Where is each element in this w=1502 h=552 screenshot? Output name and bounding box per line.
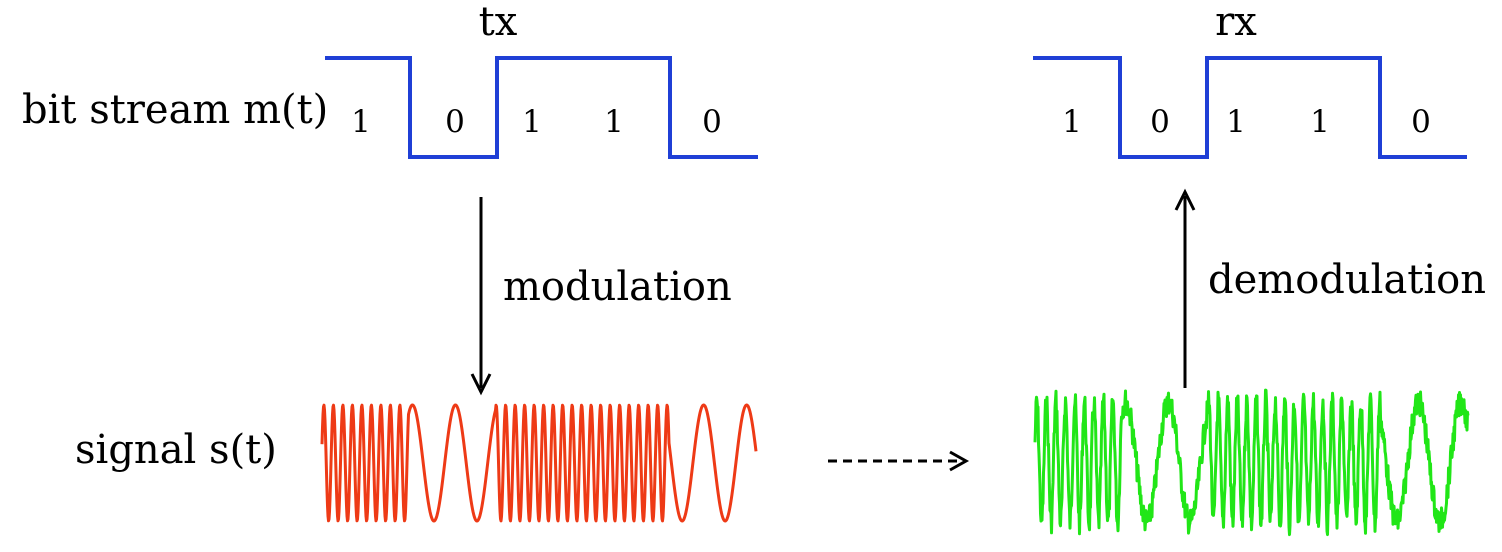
rx-title: rx xyxy=(1215,0,1257,45)
modulation-arrowhead-icon xyxy=(470,373,492,396)
tx-bit-2: 0 xyxy=(445,104,465,140)
tx-bit-4: 1 xyxy=(604,104,624,140)
tx-title: tx xyxy=(479,0,518,45)
rx-noisy-signal xyxy=(1033,388,1470,537)
signal-label: signal s(t) xyxy=(75,427,277,473)
tx-bit-1: 1 xyxy=(351,104,371,140)
rx-bit-1: 1 xyxy=(1062,104,1082,140)
tx-modulated-signal xyxy=(320,403,758,523)
demodulation-label: demodulation xyxy=(1208,257,1486,303)
tx-bit-3: 1 xyxy=(522,104,542,140)
bit-stream-label: bit stream m(t) xyxy=(22,87,328,133)
modulation-label: modulation xyxy=(503,264,732,310)
rx-bit-5: 0 xyxy=(1411,104,1431,140)
rx-bit-2: 0 xyxy=(1150,104,1170,140)
channel-arrowhead-icon xyxy=(949,450,970,472)
rx-bit-4: 1 xyxy=(1310,104,1330,140)
rx-bit-waveform xyxy=(1033,56,1467,159)
demodulation-arrowhead-icon xyxy=(1174,188,1196,211)
tx-bit-waveform xyxy=(325,56,758,159)
tx-bit-5: 0 xyxy=(702,104,722,140)
rx-bit-3: 1 xyxy=(1226,104,1246,140)
